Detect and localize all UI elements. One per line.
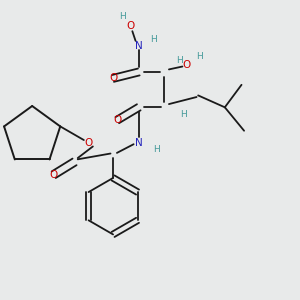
Text: H: H — [119, 12, 126, 21]
Text: O: O — [183, 60, 191, 70]
Text: H: H — [150, 35, 157, 44]
Text: O: O — [50, 170, 58, 180]
Text: O: O — [113, 115, 122, 125]
Text: H: H — [180, 110, 187, 119]
Text: H: H — [153, 145, 160, 154]
Text: H: H — [176, 56, 183, 64]
Text: O: O — [85, 138, 93, 148]
Text: O: O — [127, 21, 135, 32]
Text: N: N — [135, 40, 142, 51]
Text: N: N — [135, 138, 142, 148]
Text: O: O — [109, 74, 117, 83]
Text: H: H — [196, 52, 202, 62]
